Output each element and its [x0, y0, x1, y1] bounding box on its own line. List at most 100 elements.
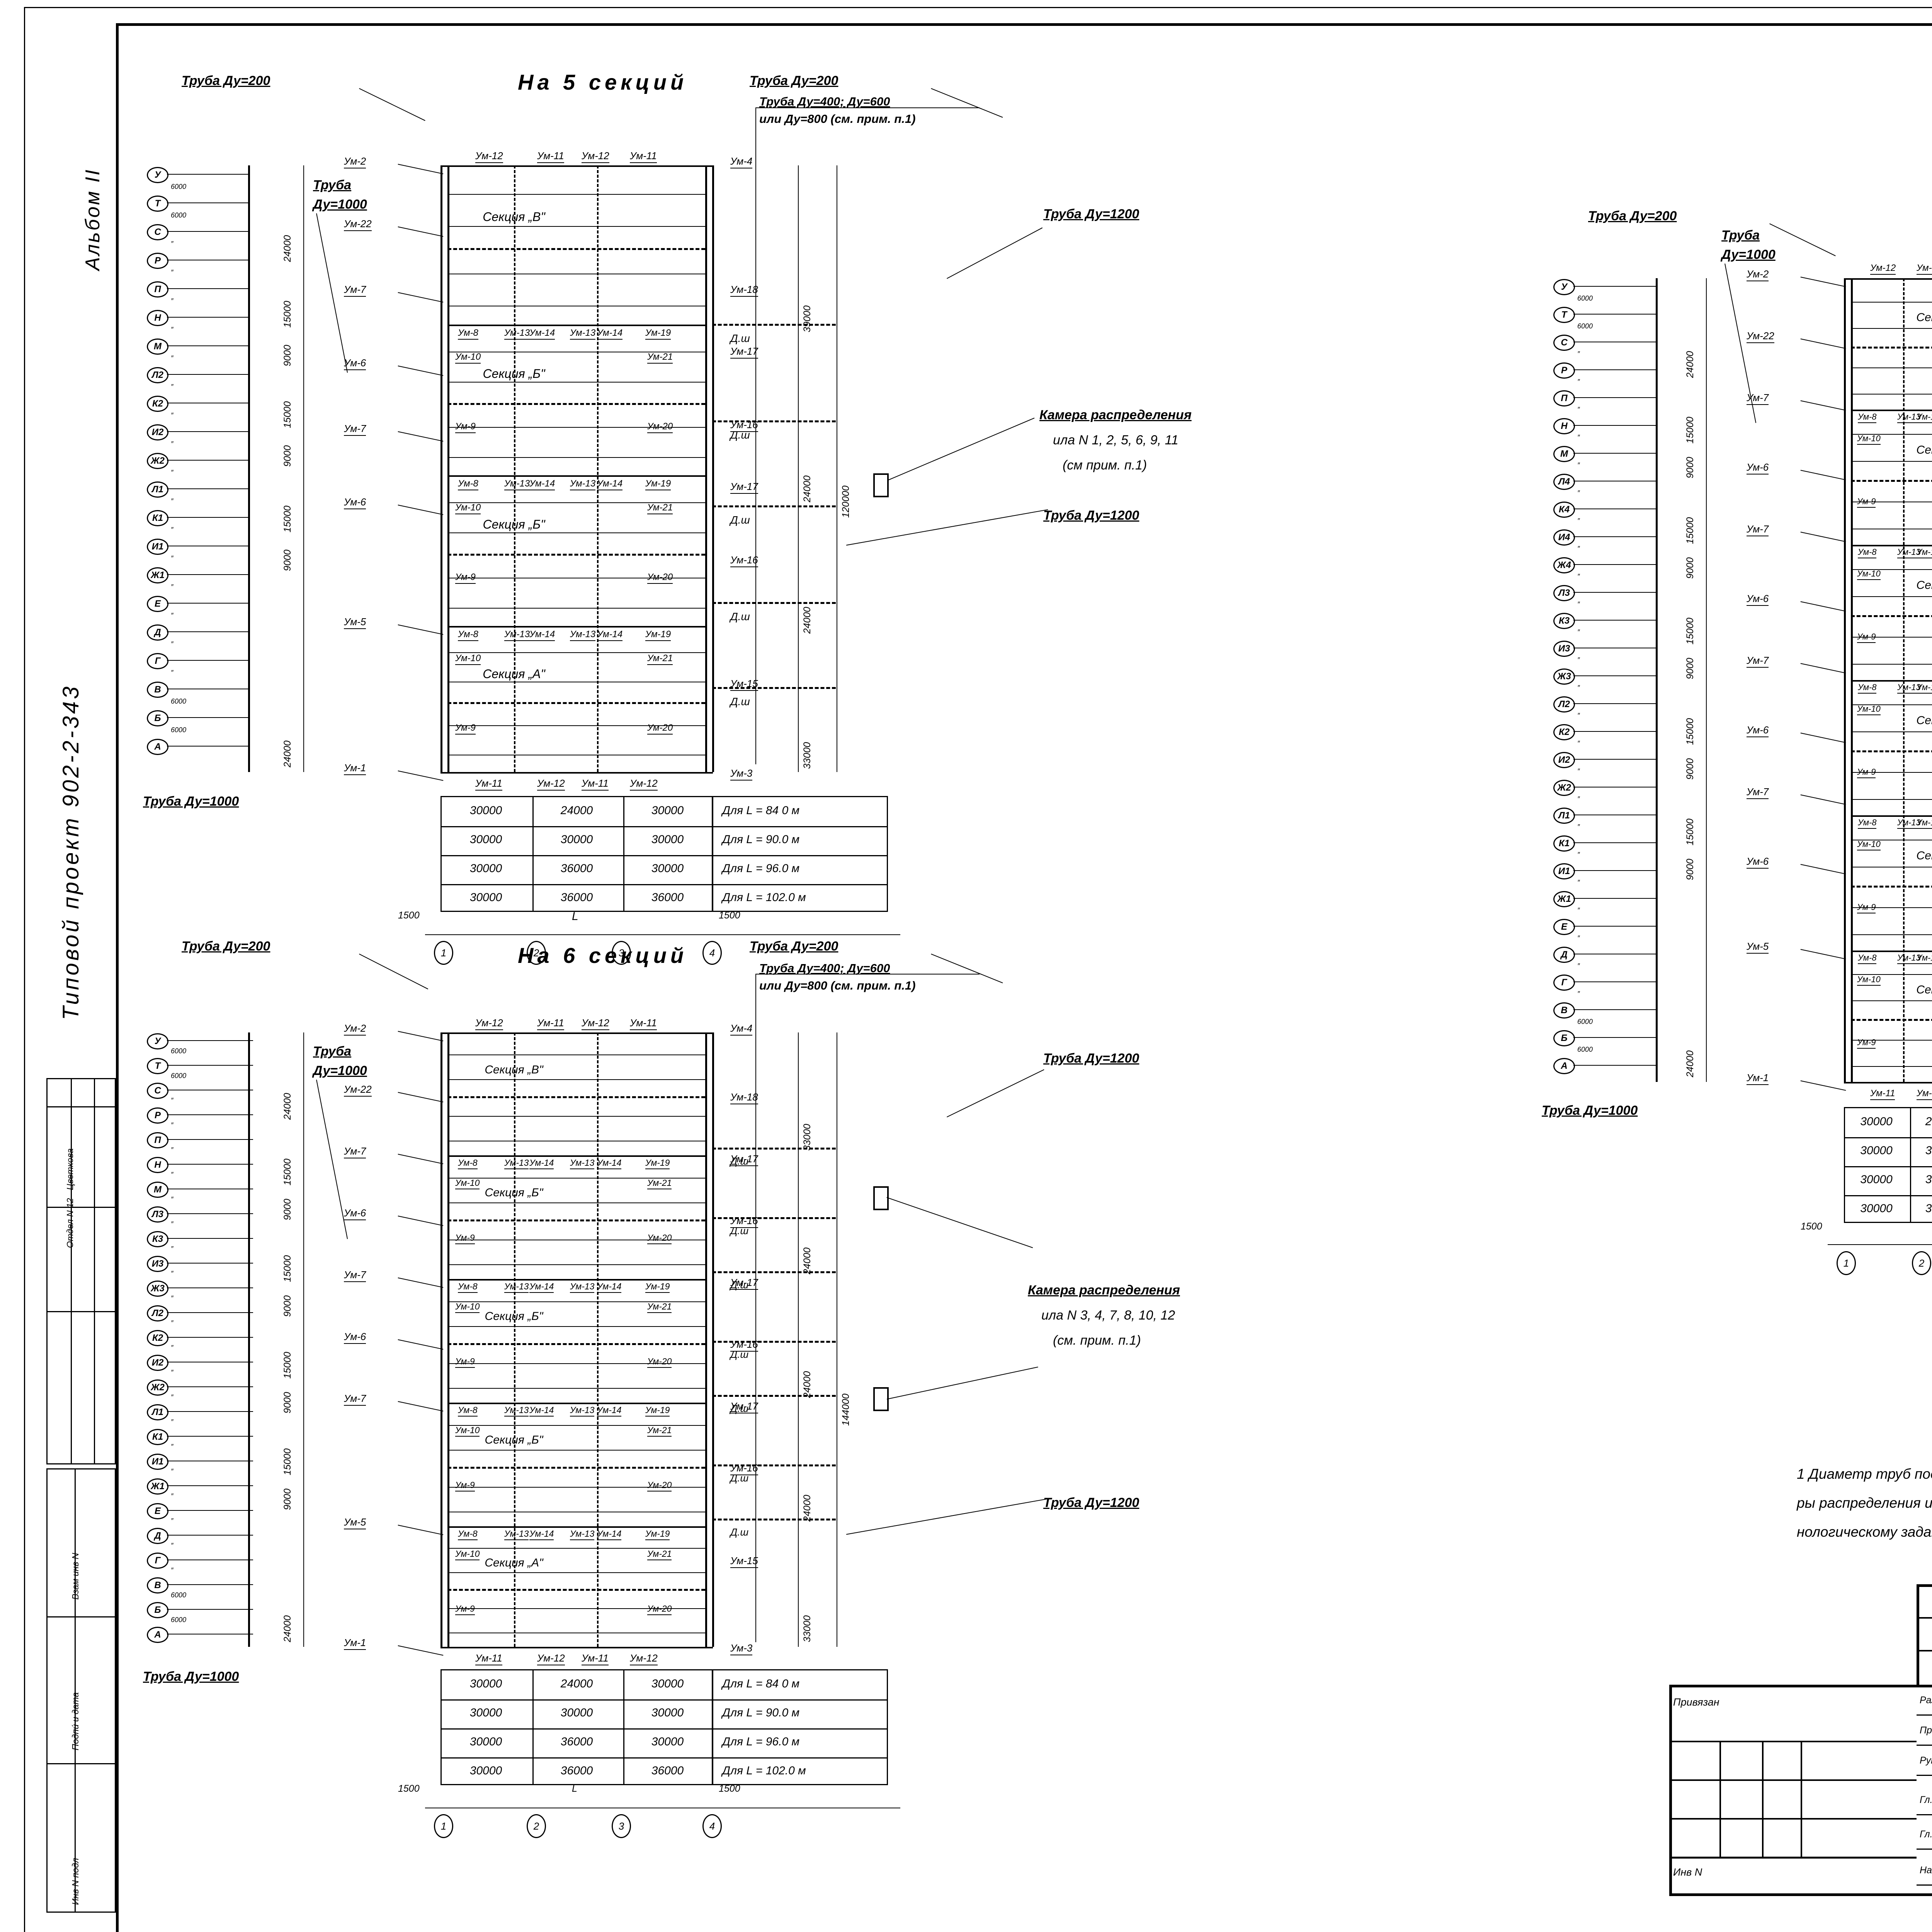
d5-rowmark-l-b-2: Ум-9: [455, 723, 476, 735]
d7-axis-spacing-9: ″: [1577, 545, 1580, 553]
d5-mark-right-1: Ум-18: [730, 284, 758, 297]
d6-corr-3-2: [447, 1449, 705, 1451]
d7-ldim-2: 9000: [1685, 457, 1696, 478]
d7-axis-line-К3: [1573, 620, 1656, 621]
d7-corr-1-2: [1851, 461, 1932, 462]
d5-axis-Ж2: Ж2: [147, 453, 168, 469]
d6-axis-spacing-16: ″: [171, 1443, 173, 1451]
d5-axis-У: У: [147, 167, 168, 183]
d6-axis-Д: Д: [147, 1528, 168, 1544]
d6-axis-line-Н: [167, 1164, 253, 1165]
d5-cell-2-0: 30000: [469, 862, 502, 875]
tb-priv-h3: [1669, 1818, 1917, 1820]
d6-grid-edge-r: 1500: [719, 1783, 740, 1794]
d5-pipe-1000-a: Труба: [313, 178, 352, 192]
d7-ldim-3: 15000: [1685, 517, 1696, 544]
d7-axis-И1: И1: [1553, 863, 1575, 879]
d6-rdim-3: 24000: [802, 1495, 813, 1522]
d5-mark-left-6: Ум-5: [344, 616, 366, 629]
d5-axis-spacing-12: ″: [171, 526, 173, 534]
d5-rdim-3: 33000: [802, 742, 813, 769]
d5-axis-spacing-11: ″: [171, 497, 173, 505]
d6-cell-3-0: 30000: [469, 1764, 502, 1777]
d6-mark-left-lead-7: [398, 1525, 444, 1535]
d7-corr-3-2: [1851, 731, 1932, 732]
d7-axis-spacing-23: ″: [1577, 934, 1580, 942]
d7-axis-line-Л2: [1573, 703, 1656, 704]
d5-section-label-1: Секция „Б": [483, 367, 545, 381]
d6-axis-spacing-14: ″: [171, 1393, 173, 1401]
tb-h-a: [1917, 1617, 1932, 1619]
d5-mark-top-1: Ум-11: [537, 150, 564, 163]
d6-ldim-5: 15000: [282, 1352, 293, 1379]
d7-mark-left-5: Ум-6: [1747, 593, 1769, 606]
d6-chamber-3: (см. прим. п.1): [1053, 1333, 1141, 1348]
d5-axis-В: В: [147, 682, 168, 698]
d7-axis-line-Н: [1573, 425, 1656, 426]
d5-ldim-0: 24000: [282, 235, 293, 262]
d6-band-tag-0-0: Ум-8: [458, 1158, 478, 1169]
d7-band-tag-4-1: Ум-13: [1897, 953, 1921, 964]
d6-dsh-line-0: [712, 1148, 836, 1150]
d6-mark-bottom-2: Ум-11: [582, 1652, 609, 1665]
d6-section-label-1: Секция „Б": [485, 1186, 543, 1199]
d6-axis-Т: Т: [147, 1058, 168, 1074]
d6-axis-line-Б: [167, 1609, 253, 1610]
d7-axis-spacing-20: ″: [1577, 851, 1580, 859]
d6-axis-spacing-0: 6000: [171, 1047, 187, 1055]
sheet-frame-inner: [116, 23, 1932, 1932]
d7-axis-spacing-0: 6000: [1577, 294, 1593, 302]
d6-corr-1-2: [447, 1202, 705, 1203]
d5-corr-1-2: [447, 382, 705, 383]
tb-top-border: [1917, 1584, 1932, 1587]
d6-mark-left-lead-1: [398, 1092, 444, 1102]
d6-mark-left-lead-6: [398, 1401, 444, 1412]
d6-corr-2-4: [447, 1388, 705, 1389]
d7-axis-line-Е: [1573, 926, 1656, 927]
d7-rowmark-l-a-1: Ум-10: [1857, 569, 1881, 580]
d7-axis-spacing-1: 6000: [1577, 322, 1593, 330]
d7-corr-5-4: [1851, 1066, 1932, 1067]
d5-row-label-0: Для L = 84 0 м: [722, 804, 800, 817]
d6-axis-line-И3: [167, 1263, 253, 1264]
d6-corr-4-1: [447, 1548, 705, 1549]
d6-band-tag-1-3: Ум-13: [570, 1281, 595, 1293]
d5-cell-0-0: 30000: [469, 804, 502, 817]
d5-dsh-line-2: [712, 505, 836, 507]
d6-band-tag-0-2: Ум-14: [529, 1158, 554, 1169]
d7-mark-left-1: Ум-22: [1747, 330, 1774, 343]
d7-mark-left-lead-8: [1800, 794, 1846, 805]
d6-axis-Р: Р: [147, 1107, 168, 1124]
d6-mark-left-lead-4: [398, 1277, 444, 1288]
d6-pipe-1200-a: Труба Ду=1200: [1043, 1051, 1139, 1066]
d7-band-tag-2-0: Ум-8: [1858, 682, 1877, 694]
d6-band-tag-0-3: Ум-13: [570, 1158, 595, 1169]
d7-section-label-5: Секция „А": [1916, 983, 1932, 996]
d7-ldim-8: 9000: [1685, 758, 1696, 780]
d5-rowmark-l-b-1: Ум-9: [455, 572, 476, 584]
d6-band-tag-1-4: Ум-14: [597, 1281, 622, 1293]
d6-ldim-1: 15000: [282, 1158, 293, 1185]
d7-corr-0-3: [1851, 367, 1932, 369]
d7-mark-left-lead-0: [1800, 277, 1846, 287]
d6-axis-С: С: [147, 1083, 168, 1099]
tb-role-0: Разраб: [1920, 1694, 1932, 1706]
d6-corr-4-2: [447, 1572, 705, 1573]
d7-mark-left-lead-11: [1800, 1080, 1846, 1091]
d5-corr-3-mid: [447, 702, 705, 704]
tb-role-sep-5: [1917, 1884, 1932, 1886]
d7-mark-left-3: Ум-6: [1747, 461, 1769, 474]
d7-corr-3-1: [1851, 704, 1932, 705]
d6-corr-2-1: [447, 1301, 705, 1302]
d6-mark-top-2: Ум-12: [582, 1017, 609, 1030]
d6-axis-spacing-4: ″: [171, 1146, 173, 1154]
d5-band-tag-1-4: Ум-14: [597, 478, 623, 490]
d6-mark-right-2: Ум-17: [730, 1153, 758, 1166]
d6-mark-right-6: Ум-17: [730, 1400, 758, 1413]
note-line-3: нологическому заданию.: [1797, 1524, 1932, 1540]
d6-corr-0-mid: [447, 1096, 705, 1099]
d6-axis-Г: Г: [147, 1553, 168, 1569]
d7-pipe-bottom-left: Труба Ду=1000: [1542, 1103, 1638, 1118]
d7-corr-2-mid: [1851, 615, 1932, 617]
d6-axis-line-В: [167, 1584, 253, 1585]
